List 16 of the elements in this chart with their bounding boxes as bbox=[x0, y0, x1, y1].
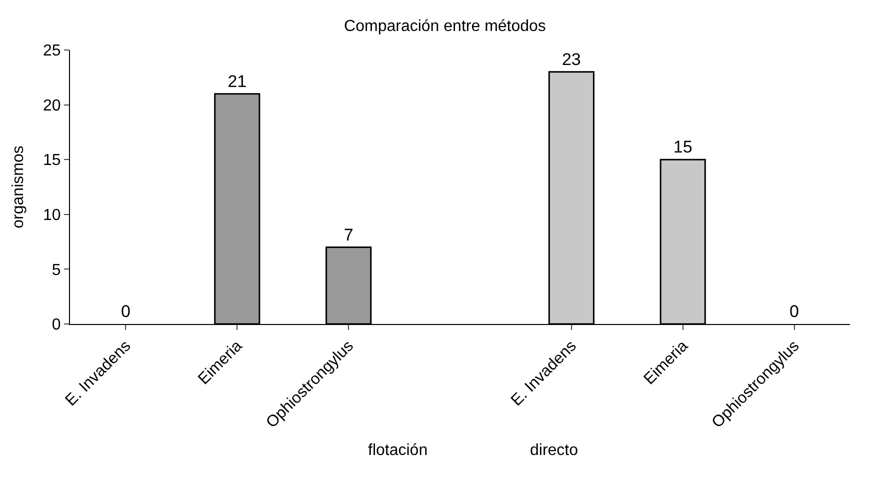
y-tick-label: 25 bbox=[43, 42, 61, 60]
y-tick-label: 5 bbox=[52, 262, 61, 279]
chart-title: Comparación entre métodos bbox=[344, 18, 546, 35]
data-label: 7 bbox=[344, 225, 354, 244]
data-label: 23 bbox=[562, 50, 581, 69]
y-tick-label: 20 bbox=[43, 97, 61, 114]
data-label: 21 bbox=[228, 72, 247, 91]
y-tick-label: 0 bbox=[52, 316, 61, 334]
y-axis-title: organismos bbox=[10, 146, 27, 228]
y-tick-label: 15 bbox=[43, 152, 61, 170]
text: flotación bbox=[368, 442, 428, 459]
text: directo bbox=[530, 442, 578, 459]
data-label: 0 bbox=[120, 302, 130, 321]
y-tick-label: 10 bbox=[43, 207, 61, 224]
data-label: 15 bbox=[673, 138, 692, 157]
data-label: 0 bbox=[790, 302, 800, 321]
